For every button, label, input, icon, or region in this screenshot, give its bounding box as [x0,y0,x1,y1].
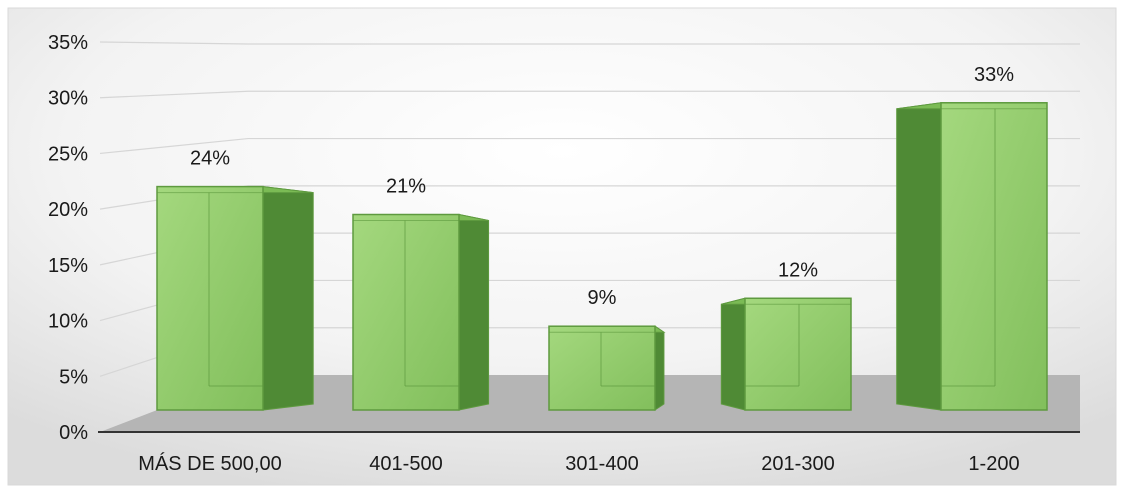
bar-side-face [654,325,665,411]
data-label: 33% [974,64,1014,86]
x-tick-label: 201-300 [761,453,834,475]
x-tick-label: 1-200 [968,453,1019,475]
y-tick-label: 30% [48,88,88,110]
bar-side-face [896,102,942,411]
bar-front-face [352,213,460,411]
data-label: 9% [588,287,617,309]
bar [352,213,490,411]
x-tick-label: MÁS DE 500,00 [138,452,281,475]
data-label: 21% [386,176,426,198]
bar [548,325,666,411]
bar-side-face [262,186,314,411]
bar-side-face [458,213,490,411]
x-tick-label: 301-400 [565,453,638,475]
y-tick-label: 25% [48,143,88,165]
bar-front-face [548,325,656,411]
data-label: 24% [190,148,230,170]
y-tick-label: 10% [48,311,88,333]
y-tick-label: 35% [48,32,88,54]
bar [720,297,852,411]
bar-front-face [744,297,852,411]
y-tick-label: 15% [48,255,88,277]
bar [156,185,314,411]
y-tick-label: 5% [59,366,88,388]
gridline-side [99,137,249,155]
y-tick-label: 20% [48,199,88,221]
x-tick-label: 401-500 [369,453,442,475]
data-label: 12% [778,259,818,281]
y-tick-label: 0% [59,422,88,444]
bar-front-face [156,185,264,411]
bar-front-face [940,102,1048,411]
bar [896,102,1048,411]
gridline-side [99,41,249,45]
gridline-side [99,90,249,99]
bar-side-face [720,297,746,411]
